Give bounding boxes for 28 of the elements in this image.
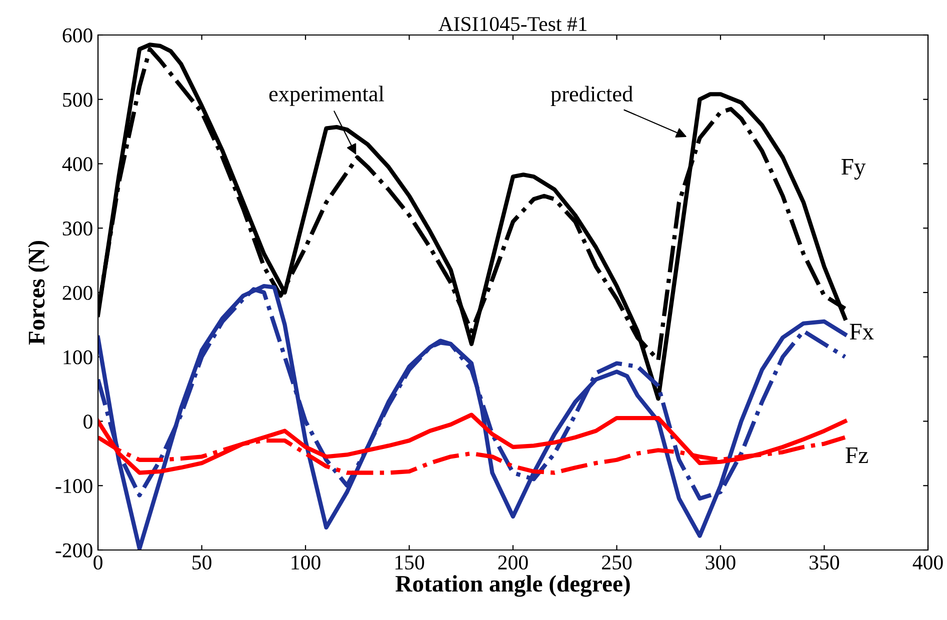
x-tick-label: 300 [706,555,736,570]
annotation: Fy [842,159,866,180]
y-tick-label: 200 [62,286,92,300]
y-tick-label: 600 [62,28,92,42]
annotation: predicted [550,86,633,106]
annotation: Fx [850,324,874,340]
y-axis-title: Forces (N) [28,240,50,345]
x-tick-label: 50 [192,555,212,570]
x-tick-label: 250 [602,555,632,570]
x-tick-label: 200 [498,555,528,570]
y-tick-label: 0 [84,414,92,429]
line-series [98,412,848,475]
y-tick-label: 300 [62,222,92,236]
x-tick-label: 350 [810,555,840,570]
y-tick-label: -100 [56,479,92,494]
chart-title: AISI1045-Test #1 [438,16,587,32]
annotation: experimental [269,86,384,106]
y-tick-label: -200 [56,543,92,558]
x-axis-title: Rotation angle (degree) [396,575,630,597]
x-tick-label: 0 [94,555,102,570]
y-tick-label: 100 [64,350,92,364]
annotation: Fz [846,448,868,463]
x-tick-label: 150 [395,555,424,570]
y-tick-label: 400 [62,157,92,172]
x-tick-label: 400 [912,555,943,570]
line-series [98,284,848,550]
x-tick-label: 100 [292,555,320,570]
y-tick-label: 500 [63,92,92,107]
